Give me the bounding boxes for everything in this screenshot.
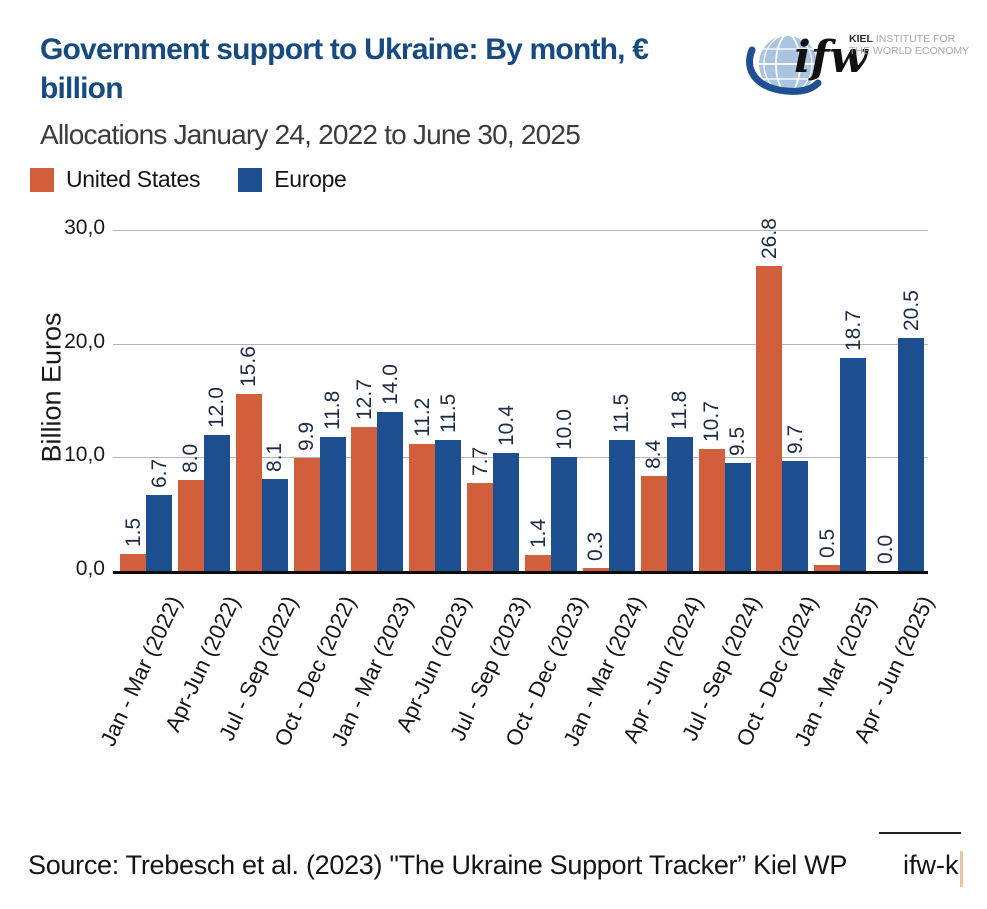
bar-europe	[898, 337, 925, 571]
y-tick-label: 0,0	[75, 557, 105, 580]
bar-united-states	[177, 480, 204, 571]
bar-united-states	[293, 458, 320, 571]
y-tick-label: 30,0	[64, 216, 105, 239]
bar-value-label: 1.4	[526, 518, 550, 549]
bar-europe	[146, 494, 172, 571]
bar-united-states	[640, 475, 667, 571]
bar-value-label: 15.6	[237, 345, 261, 387]
bar-value-label: 10.4	[494, 404, 518, 446]
bar-europe	[377, 411, 404, 571]
page-title: Government support to Ukraine: By month,…	[40, 30, 760, 108]
logo-ifw-text: ifw	[794, 32, 870, 83]
gridline	[113, 343, 928, 345]
bar-value-label: 12.0	[205, 386, 229, 428]
bar-united-states	[235, 393, 262, 571]
bar-value-label: 26.8	[757, 218, 781, 260]
bar-value-label: 8.1	[263, 442, 287, 472]
bar-value-label: 9.7	[783, 424, 807, 454]
bar-value-label: 1.5	[121, 517, 145, 547]
legend-swatch-europe	[238, 167, 263, 192]
bar-united-states	[756, 266, 783, 571]
bar-value-label: 11.8	[668, 390, 692, 430]
page-title-line1: Government support to Ukraine: By month,…	[40, 33, 649, 66]
bar-value-label: 11.5	[610, 393, 634, 434]
bar-europe	[319, 436, 346, 571]
gridline	[113, 457, 928, 459]
bar-value-label: 8.0	[179, 443, 203, 474]
plot-area: 1.5 8.0 15.6 9.9 12.7 11.2 7.7 1.4 0.3 8.4 10.7 26.…	[118, 219, 928, 571]
legend-swatch-united-states	[30, 167, 54, 192]
bar-europe	[435, 440, 462, 571]
bar-united-states	[582, 567, 609, 571]
bar-value-label: 7.7	[468, 447, 492, 477]
bar-united-states	[409, 443, 436, 571]
ifw-kiel-logo: ifw KIEL INSTITUTE FOR THE WORLD ECONOMY	[746, 12, 971, 112]
logo-org-line2: THE WORLD ECONOMY	[849, 45, 969, 57]
y-tick-label: 20,0	[64, 329, 105, 353]
legend-item-united-states: United States	[30, 166, 200, 193]
gridline	[113, 230, 928, 231]
bar-value-label: 10.0	[552, 409, 576, 451]
text-cursor	[960, 851, 963, 887]
bar-europe	[608, 440, 635, 571]
bar-europe	[666, 436, 693, 571]
bar-europe	[782, 460, 809, 571]
bar-united-states	[525, 555, 551, 571]
bar-value-label: 20.5	[899, 290, 923, 331]
bar-value-label: 9.5	[726, 426, 750, 457]
chart-legend: United States Europe	[30, 166, 347, 193]
bar-united-states	[698, 449, 725, 571]
y-axis-title: Billion Euros	[36, 312, 67, 463]
bar-value-label: 6.7	[147, 458, 171, 488]
legend-label-united-states: United States	[66, 166, 201, 192]
bar-europe	[493, 452, 520, 571]
y-tick-label: 10,0	[64, 443, 105, 467]
bar-value-label: 0.5	[815, 529, 839, 559]
bar-europe	[724, 463, 751, 571]
bar-europe	[840, 358, 867, 571]
source-note: Source: Trebesch et al. (2023) "The Ukra…	[28, 850, 848, 880]
x-axis-line	[113, 571, 928, 574]
globe-icon: ifw KIEL INSTITUTE FOR THE WORLD ECONOMY	[746, 32, 969, 95]
bar-value-label: 11.8	[321, 390, 345, 430]
bar-value-label: 11.2	[410, 397, 434, 437]
bar-europe	[261, 478, 288, 571]
x-tick-labels: Jan - Mar (2022) Apr-Jun (2022) Jul - Sep …	[95, 574, 939, 809]
bar-europe	[551, 457, 577, 571]
bar-value-label: 9.9	[295, 422, 319, 452]
bar-value-label: 12.7	[352, 378, 376, 420]
bar-united-states	[467, 483, 494, 571]
chart-subtitle: Allocations January 24, 2022 to June 30,…	[40, 119, 581, 150]
page-title-line2: billion	[40, 72, 124, 105]
bar-value-label: 10.7	[700, 401, 724, 443]
bar-united-states	[814, 565, 841, 571]
bar-value-label: 0.3	[584, 531, 608, 561]
logo-org-line1: KIEL INSTITUTE FOR	[849, 33, 956, 45]
bar-value-label: 0.0	[873, 534, 897, 564]
website-link[interactable]: ifw-k	[903, 850, 959, 880]
bar-value-label: 8.4	[642, 439, 666, 469]
bar-united-states	[120, 553, 146, 571]
bar-value-label: 11.5	[436, 393, 460, 434]
bar-europe	[203, 434, 230, 571]
legend-item-europe: Europe	[238, 166, 347, 193]
legend-label-europe: Europe	[274, 166, 347, 192]
bar-united-states	[351, 426, 378, 571]
bar-value-label: 18.7	[841, 310, 865, 352]
bar-value-label: 14.0	[378, 364, 402, 405]
footer-divider	[879, 832, 961, 834]
